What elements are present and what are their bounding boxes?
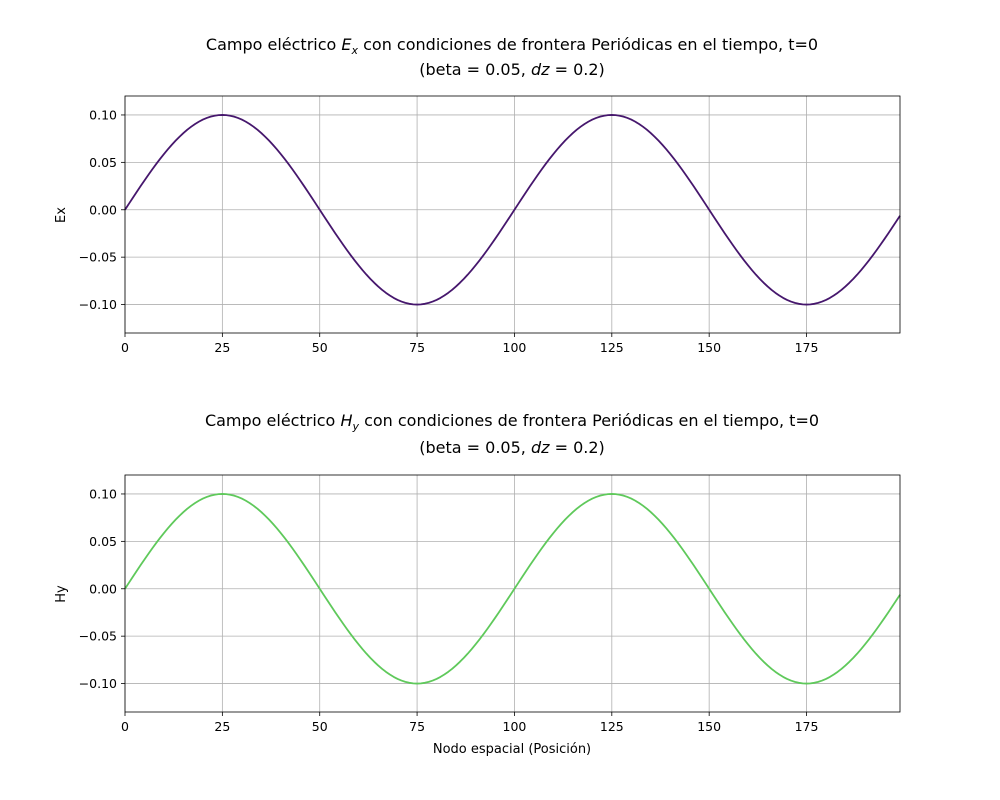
hy-y-tick-label: −0.10 bbox=[79, 676, 117, 691]
ex-x-tick-label: 25 bbox=[214, 340, 230, 355]
hy-x-tick-label: 25 bbox=[214, 719, 230, 734]
ex-x-tick-label: 75 bbox=[409, 340, 425, 355]
ex-y-tick-label: 0.10 bbox=[89, 107, 117, 122]
ex-curve-layer bbox=[124, 114, 901, 306]
subplot-ex: Campo eléctrico Ex con condiciones de fr… bbox=[54, 35, 901, 355]
subplot-hy: Campo eléctrico Hy con condiciones de fr… bbox=[54, 411, 901, 757]
ex-x-tick-label: 125 bbox=[600, 340, 624, 355]
ex-series-line bbox=[124, 114, 901, 306]
ex-x-tick-label: 100 bbox=[503, 340, 527, 355]
hy-series-line bbox=[124, 493, 901, 685]
hy-axes-frame bbox=[124, 474, 901, 713]
ex-grid bbox=[124, 96, 900, 333]
ex-x-tick-label: 50 bbox=[312, 340, 328, 355]
hy-x-tick-label: 125 bbox=[600, 719, 624, 734]
hy-title-line-2: (beta = 0.05, dz = 0.2) bbox=[419, 438, 605, 457]
hy-x-axis: 0 25 50 75 100 125 150 175 bbox=[121, 712, 818, 734]
hy-x-tick-label: 0 bbox=[121, 719, 129, 734]
hy-x-tick-label: 75 bbox=[409, 719, 425, 734]
ex-y-tick-label: −0.05 bbox=[79, 250, 117, 265]
ex-y-tick-label: 0.05 bbox=[89, 155, 117, 170]
hy-x-axis-label: Nodo espacial (Posición) bbox=[433, 742, 591, 757]
hy-curve-layer bbox=[124, 493, 901, 685]
ex-y-axis: −0.10 −0.05 0.00 0.05 0.10 bbox=[79, 107, 125, 312]
ex-axes-frame bbox=[124, 95, 901, 334]
hy-y-tick-label: 0.05 bbox=[89, 534, 117, 549]
ex-title-line-1: Campo eléctrico Ex con condiciones de fr… bbox=[206, 35, 818, 57]
hy-y-tick-label: 0.10 bbox=[89, 486, 117, 501]
ex-y-tick-label: −0.10 bbox=[79, 297, 117, 312]
hy-y-tick-label: 0.00 bbox=[89, 581, 117, 596]
ex-y-axis-label: Ex bbox=[54, 207, 69, 223]
ex-x-axis: 0 25 50 75 100 125 150 175 bbox=[121, 333, 818, 355]
hy-y-tick-label: −0.05 bbox=[79, 629, 117, 644]
hy-y-axis: −0.10 −0.05 0.00 0.05 0.10 bbox=[79, 486, 125, 691]
hy-x-tick-label: 100 bbox=[503, 719, 527, 734]
ex-x-tick-label: 150 bbox=[697, 340, 721, 355]
hy-y-axis-label: Hy bbox=[54, 585, 69, 603]
hy-x-tick-label: 175 bbox=[795, 719, 819, 734]
ex-title-line-2: (beta = 0.05, dz = 0.2) bbox=[419, 60, 605, 79]
hy-x-tick-label: 150 bbox=[697, 719, 721, 734]
ex-x-tick-label: 175 bbox=[795, 340, 819, 355]
ex-x-tick-label: 0 bbox=[121, 340, 129, 355]
ex-y-tick-label: 0.00 bbox=[89, 202, 117, 217]
hy-x-tick-label: 50 bbox=[312, 719, 328, 734]
hy-title-line-1: Campo eléctrico Hy con condiciones de fr… bbox=[205, 411, 819, 433]
